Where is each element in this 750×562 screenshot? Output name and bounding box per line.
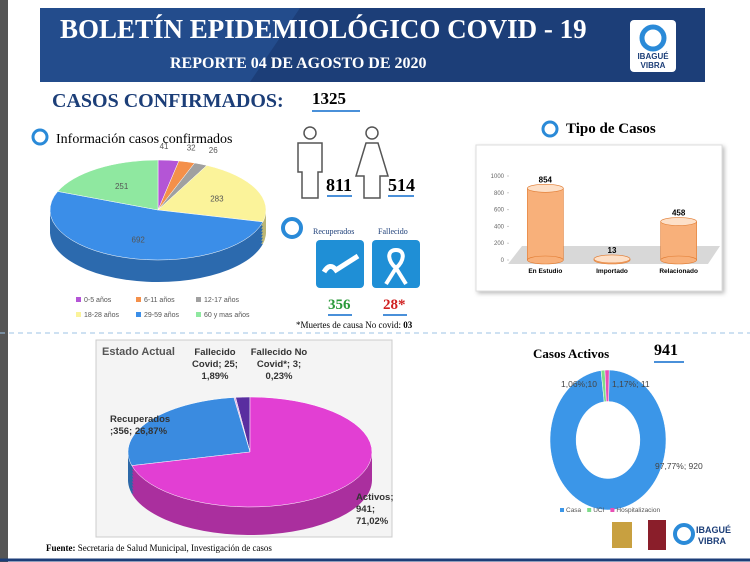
confirmed-label: CASOS CONFIRMADOS: xyxy=(52,90,284,112)
data-label: 26 xyxy=(209,146,218,155)
bar-top xyxy=(593,254,631,264)
bar xyxy=(660,221,697,261)
legend-swatch xyxy=(76,297,81,302)
bar-bottom xyxy=(660,255,697,265)
data-label: 854 xyxy=(539,175,553,184)
legend-swatch xyxy=(136,297,141,302)
y-tick-label: 800 xyxy=(494,191,505,197)
bar-top xyxy=(660,217,697,226)
pie-slice xyxy=(131,396,373,508)
active-total: 941 xyxy=(654,342,678,359)
y-tick-label: 1000 xyxy=(491,174,505,180)
left-border xyxy=(0,0,8,562)
y-tick-label: 600 xyxy=(494,208,505,214)
bar-top xyxy=(527,183,564,193)
legend-swatch xyxy=(76,312,81,317)
legend-swatch xyxy=(196,297,201,302)
data-label: 283 xyxy=(210,194,224,203)
legend-label: 12-17 años xyxy=(204,297,240,304)
legend-swatch xyxy=(587,508,592,512)
y-tick-label: 0 xyxy=(501,258,505,264)
source-label: Fuente: xyxy=(46,543,76,553)
bar-bottom xyxy=(527,255,564,265)
male-count: 811 xyxy=(326,175,353,195)
pie-slice xyxy=(157,165,267,223)
pie-slice xyxy=(127,397,251,466)
data-label: 13 xyxy=(608,246,617,255)
donut-slice xyxy=(549,369,667,511)
note-text: *Muertes de causa No covid: xyxy=(296,320,401,330)
logo-text: IBAGUÉ xyxy=(696,525,732,535)
recovered-count: 356 xyxy=(328,297,351,313)
legend-label: 29-59 años xyxy=(144,312,180,319)
subtitle: REPORTE 04 DE AGOSTO DE 2020 xyxy=(170,55,427,72)
title: BOLETÍN EPIDEMIOLÓGICO COVID - 19 xyxy=(60,14,587,44)
icon xyxy=(281,217,303,239)
data-label: 692 xyxy=(132,236,146,245)
x-tick-label: Importado xyxy=(596,268,628,275)
logo-text: VIBRA xyxy=(698,536,727,546)
legend-label: 60 y mas años xyxy=(204,312,250,319)
bar xyxy=(527,187,564,261)
donut-slice xyxy=(604,369,610,402)
y-tick-label: 200 xyxy=(494,241,505,247)
logo-ring xyxy=(639,24,667,52)
recovered-label: Recuperados xyxy=(313,227,355,236)
chart-title: Información casos confirmados xyxy=(56,132,233,147)
recovered-icon xyxy=(316,240,364,288)
header-shade xyxy=(40,8,300,82)
legend-label: 18-28 años xyxy=(84,312,120,319)
logo-ring xyxy=(673,523,695,545)
pie-slice xyxy=(49,191,264,261)
check xyxy=(321,253,360,274)
data-label: 1,06%;10 xyxy=(561,379,597,389)
deceased-count: 28* xyxy=(383,297,406,313)
logo xyxy=(612,522,632,548)
icon xyxy=(31,128,49,146)
legend-swatch xyxy=(136,312,141,317)
x-tick-label: Relacionado xyxy=(659,268,698,275)
data-label: 251 xyxy=(115,182,129,191)
female-count: 514 xyxy=(388,175,415,195)
source: Fuente: Secretaria de Salud Municipal, I… xyxy=(46,543,272,553)
data-label: Activos; 941; 71,02% xyxy=(356,492,394,527)
source-text: Secretaria de Salud Municipal, Investiga… xyxy=(77,543,272,553)
legend-swatch xyxy=(196,312,201,317)
legend-swatch xyxy=(610,508,615,512)
legend-label: UCI xyxy=(593,507,604,514)
chart-title: Casos Activos xyxy=(533,346,610,361)
legend-label: 0-5 años xyxy=(84,297,112,304)
deceased-label: Fallecido xyxy=(378,227,408,236)
chart-title: Estado Actual xyxy=(102,346,175,358)
data-label: Fallecido Covid; 25; 1,89% xyxy=(192,347,238,382)
confirmed-total: 1325 xyxy=(312,89,346,108)
logo xyxy=(648,520,666,550)
logo-text: VIBRA xyxy=(640,61,666,70)
legend-label: Casa xyxy=(566,507,582,514)
chart-title: Tipo de Casos xyxy=(566,121,656,137)
y-tick-label: 400 xyxy=(494,224,505,230)
note: *Muertes de causa No covid: 03 xyxy=(296,320,412,330)
data-label: 41 xyxy=(160,142,169,151)
male-icon xyxy=(297,126,323,199)
data-label: 97,77%; 920 xyxy=(655,461,703,471)
logo-text: IBAGUÉ xyxy=(637,52,669,61)
data-label: 1,17%; 11 xyxy=(612,379,650,389)
data-label: Fallecido No Covid*; 3; 0,23% xyxy=(250,347,308,382)
deceased-icon xyxy=(372,240,420,288)
female-icon xyxy=(354,126,390,199)
pie-slice xyxy=(57,159,159,211)
legend-label: Hospitalizacion xyxy=(616,507,660,514)
ribbon xyxy=(384,248,408,286)
legend-swatch xyxy=(560,508,564,512)
data-label: 32 xyxy=(187,144,196,153)
x-tick-label: En Estudio xyxy=(528,268,562,275)
icon xyxy=(541,120,559,138)
note-value: 03 xyxy=(403,320,413,330)
data-label: Recuperados ;356; 26,87% xyxy=(110,414,171,437)
data-label: 458 xyxy=(672,209,686,218)
legend-label: 6-11 años xyxy=(144,297,175,304)
